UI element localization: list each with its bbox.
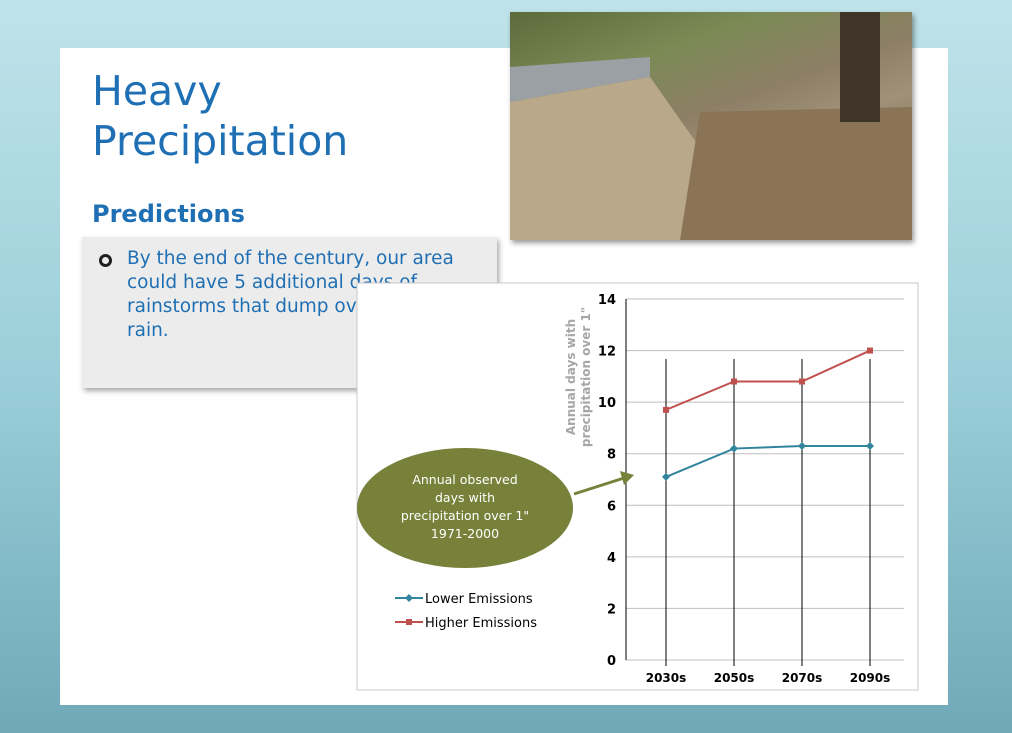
y-tick-label: 8 (607, 448, 616, 463)
x-tick-label: 2070s (782, 671, 823, 685)
y-axis-label: Annual days withprecipitation over 1" (564, 307, 593, 447)
point (799, 379, 805, 385)
y-axis-label-line: Annual days with (564, 319, 578, 435)
legend-label: Higher Emissions (425, 616, 537, 631)
y-tick-label: 0 (607, 654, 616, 669)
chart: 0 2 4 6 8 10 12 14 2030s 2050s 2070s 2090s Annual da… (0, 0, 1012, 733)
x-tick-label: 2030s (646, 671, 687, 685)
y-axis-label-line: precipitation over 1" (579, 307, 593, 447)
x-tick-label: 2050s (714, 671, 755, 685)
y-tick-label: 12 (598, 345, 616, 360)
annotation-text: 1971-2000 (431, 526, 499, 541)
x-tick-label: 2090s (850, 671, 891, 685)
y-tick-label: 2 (607, 602, 616, 617)
point (406, 619, 412, 625)
annotation-text: days with (435, 490, 495, 505)
y-tick-label: 10 (598, 396, 616, 411)
point (867, 348, 873, 354)
annotation-text: Annual observed (412, 472, 517, 487)
point (663, 407, 669, 413)
annotation-text: precipitation over 1" (401, 508, 529, 523)
y-tick-label: 4 (607, 551, 616, 566)
page: Heavy Precipitation Predictions By the e… (0, 0, 1012, 733)
legend-label: Lower Emissions (425, 592, 533, 607)
y-tick-label: 6 (607, 499, 616, 514)
y-tick-label: 14 (598, 293, 616, 308)
point (731, 379, 737, 385)
